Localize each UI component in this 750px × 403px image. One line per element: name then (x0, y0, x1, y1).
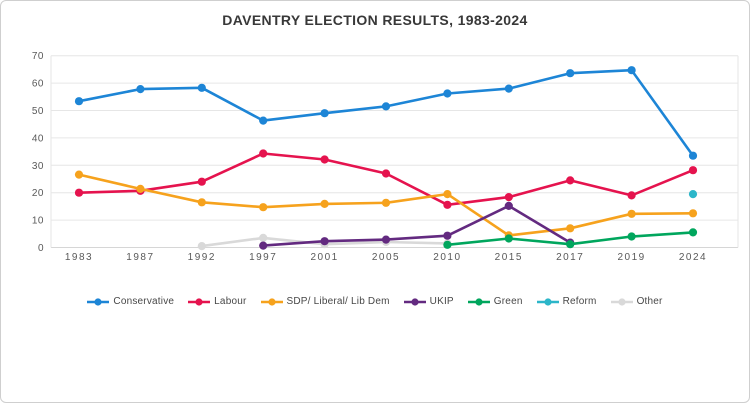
data-point-sdp-liberal-lib-dem-2019 (627, 209, 636, 218)
legend-label: UKIP (429, 296, 454, 307)
y-tick-label: 40 (32, 133, 44, 144)
y-tick-label: 60 (32, 79, 44, 90)
legend-marker-icon (467, 297, 490, 306)
data-point-reform-2024 (688, 190, 698, 199)
legend-label: Labour (214, 296, 247, 307)
legend-marker-icon (87, 297, 110, 306)
data-point-labour-2001 (320, 155, 329, 164)
data-point-ukip-2005 (381, 235, 391, 244)
y-tick-label: 30 (32, 161, 44, 172)
data-point-conservative-1997 (259, 116, 268, 125)
legend-label: Other (636, 296, 663, 307)
data-point-green-2017 (566, 240, 575, 249)
data-point-sdp-liberal-lib-dem-2017 (566, 224, 575, 233)
y-tick-label: 0 (38, 243, 44, 254)
legend-marker-icon (610, 297, 633, 306)
data-point-green-2019 (627, 232, 636, 241)
x-tick-label: 2005 (372, 252, 400, 263)
legend-item-sdp-liberal-lib-dem: SDP/ Liberal/ Lib Dem (260, 296, 390, 307)
data-point-conservative-2010 (443, 89, 452, 98)
legend-item-green: Green (467, 296, 523, 307)
data-point-labour-1992 (197, 177, 206, 186)
y-tick-label: 10 (32, 216, 44, 227)
data-point-conservative-1983 (74, 97, 84, 106)
legend-marker-icon (260, 297, 283, 306)
x-tick-label: 1983 (65, 252, 93, 263)
data-point-sdp-liberal-lib-dem-1987 (136, 184, 145, 193)
legend-label: Green (493, 296, 523, 307)
data-point-green-2015 (504, 234, 513, 243)
data-point-labour-1983 (74, 188, 84, 197)
series-line-ukip (261, 204, 572, 247)
data-point-labour-2010 (443, 200, 452, 209)
data-point-labour-2024 (688, 166, 698, 175)
data-point-sdp-liberal-lib-dem-1992 (197, 198, 206, 207)
data-point-green-2010 (443, 240, 452, 249)
legend-item-labour: Labour (188, 296, 246, 307)
legend-label: Conservative (113, 296, 175, 307)
data-point-conservative-2019 (627, 66, 636, 75)
x-tick-label: 1987 (126, 252, 154, 263)
data-point-other-1997 (259, 233, 268, 242)
legend-item-other: Other (610, 296, 663, 307)
series-line-labour (77, 152, 695, 207)
legend-item-ukip: UKIP (403, 296, 454, 307)
data-point-ukip-1997 (259, 241, 268, 250)
x-tick-label: 1992 (188, 252, 216, 263)
y-tick-label: 70 (32, 51, 44, 62)
x-tick-label: 2017 (556, 252, 584, 263)
legend-marker-icon (403, 297, 426, 306)
data-point-labour-2015 (504, 193, 513, 202)
data-point-conservative-2001 (320, 109, 329, 118)
legend-item-reform: Reform (536, 296, 597, 307)
x-tick-label: 2015 (495, 252, 523, 263)
legend-marker-icon (188, 297, 211, 306)
x-tick-label: 1997 (249, 252, 277, 263)
data-point-sdp-liberal-lib-dem-1983 (74, 170, 84, 179)
data-point-ukip-2001 (320, 237, 329, 246)
y-tick-label: 20 (32, 188, 44, 199)
data-point-conservative-2015 (504, 84, 513, 93)
data-point-sdp-liberal-lib-dem-2001 (320, 199, 329, 208)
x-tick-label: 2001 (310, 252, 338, 263)
data-point-conservative-1987 (136, 85, 145, 94)
data-point-green-2024 (688, 228, 698, 237)
legend-label: SDP/ Liberal/ Lib Dem (286, 296, 390, 307)
data-point-labour-2005 (381, 169, 391, 178)
y-tick-label: 50 (32, 106, 44, 117)
data-point-ukip-2010 (443, 231, 452, 240)
data-point-labour-2019 (627, 191, 636, 200)
legend-label: Reform (562, 296, 597, 307)
data-point-other-1992 (197, 242, 206, 251)
data-point-conservative-2005 (381, 102, 391, 111)
data-point-conservative-1992 (197, 83, 206, 92)
legend-item-conservative: Conservative (87, 296, 174, 307)
chart-title: DAVENTRY ELECTION RESULTS, 1983-2024 (222, 12, 528, 28)
data-point-conservative-2024 (688, 151, 698, 160)
data-point-labour-1997 (259, 149, 268, 158)
x-tick-label: 2019 (617, 252, 645, 263)
data-point-conservative-2017 (566, 69, 575, 78)
legend-marker-icon (536, 297, 559, 306)
data-point-sdp-liberal-lib-dem-2024 (688, 209, 698, 218)
x-tick-label: 2010 (433, 252, 461, 263)
data-point-sdp-liberal-lib-dem-2010 (443, 190, 452, 199)
data-point-ukip-2015 (504, 201, 513, 210)
data-point-labour-2017 (566, 176, 575, 185)
data-point-sdp-liberal-lib-dem-1997 (259, 203, 268, 212)
chart-legend: Conservative Labour SDP/ Liberal/ Lib Dem U… (1, 296, 749, 307)
data-point-sdp-liberal-lib-dem-2005 (381, 198, 391, 207)
x-tick-label: 2024 (679, 252, 707, 263)
